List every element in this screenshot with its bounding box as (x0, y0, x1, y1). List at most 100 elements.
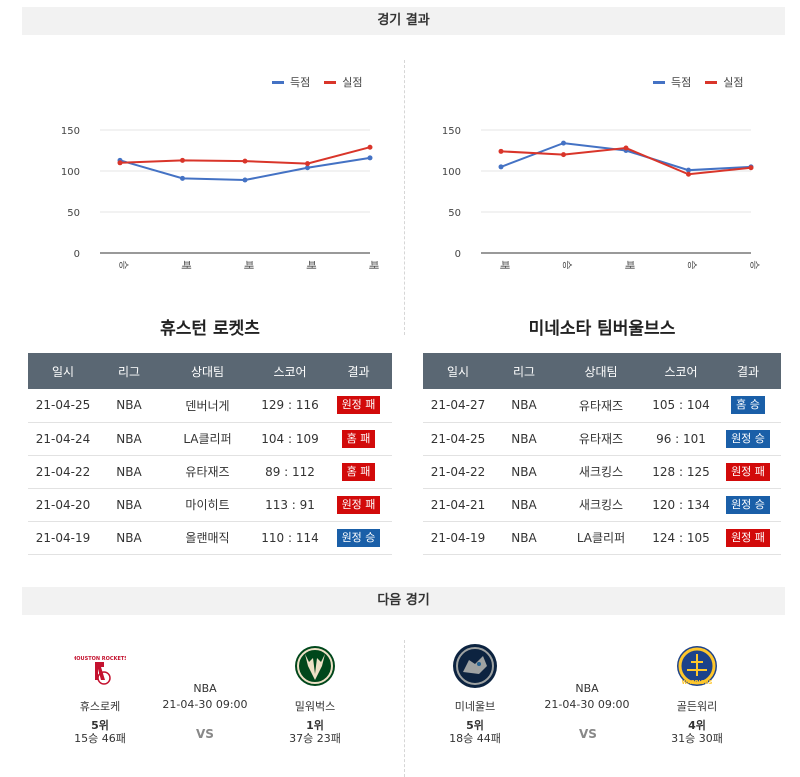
col-score: 스코어 (647, 353, 715, 389)
home-team-rank: 5위 (466, 719, 484, 732)
result-badge: 원정 승 (336, 528, 381, 547)
y-tick-label: 150 (61, 126, 80, 137)
away-team-rank: 1위 (306, 719, 324, 732)
chart-legend-left: 득점 실점 (272, 74, 363, 90)
legend-allowed: 실점 (705, 74, 744, 90)
next-game-2-info: NBA 21-04-30 09:00 (542, 682, 632, 711)
game-opponent: 새크킹스 (555, 455, 647, 489)
result-badge: 원정 패 (726, 528, 770, 547)
table-row: 21-04-20 NBA 마이히트 113 : 91 원정 패 (28, 488, 392, 522)
legend-scored-swatch (272, 80, 284, 84)
game-opponent: 올랜매직 (160, 521, 255, 555)
legend-scored: 득점 (653, 74, 691, 90)
next-game-2-home: 미네울브 5위 18승 44패 (430, 640, 520, 745)
game-date: 21-04-21 (423, 488, 493, 522)
next-game-2-away: WARRIORS 골든워리 4위 31승 30패 (652, 640, 742, 745)
game-league: NBA (493, 521, 555, 555)
next-section-title: 다음 경기 (22, 587, 785, 615)
x-tick-label: 패 (242, 260, 254, 269)
away-team-name: 골든워리 (676, 700, 718, 713)
legend-allowed-label: 실점 (723, 76, 744, 89)
game-score: 129 : 116 (255, 389, 325, 423)
allowed-point (242, 158, 248, 164)
scored-point (498, 164, 504, 170)
result-badge: 원정 승 (726, 495, 770, 514)
game-league: NBA (98, 488, 160, 522)
game-result: 원정 패 (715, 521, 781, 555)
minnesota-timberwolves-logo (449, 640, 501, 692)
next-game-league: NBA (193, 682, 217, 695)
game-date: 21-04-19 (423, 521, 493, 555)
next-game-datetime: 21-04-30 09:00 (544, 698, 630, 711)
result-badge: 홈 승 (731, 396, 765, 415)
team-title-minnesota: 미네소타 팀버울브스 (528, 319, 676, 339)
game-score: 113 : 91 (255, 488, 325, 522)
game-result: 원정 패 (715, 455, 781, 489)
x-tick-label: 패 (498, 260, 510, 269)
game-result: 홈 승 (715, 389, 781, 423)
game-date: 21-04-20 (28, 488, 98, 522)
allowed-point (367, 144, 373, 150)
game-league: NBA (493, 389, 555, 423)
table-row: 21-04-21 NBA 새크킹스 120 : 134 원정 승 (423, 488, 781, 522)
away-team-record: 31승 30패 (671, 732, 723, 745)
away-team-name: 밀워벅스 (294, 700, 336, 713)
col-league: 리그 (98, 353, 160, 389)
game-league: NBA (98, 422, 160, 456)
table-header-row: 일시 리그 상대팀 스코어 결과 (28, 353, 392, 389)
allowed-point (117, 160, 123, 166)
next-game-league: NBA (575, 682, 599, 695)
home-team-name: 미네울브 (454, 700, 496, 713)
table-row: 21-04-24 NBA LA클리퍼 104 : 109 홈 패 (28, 422, 392, 456)
game-league: NBA (493, 455, 555, 489)
allowed-point (623, 145, 629, 151)
x-tick-label: 패 (305, 260, 317, 269)
team-title-houston: 휴스턴 로켓츠 (160, 319, 260, 339)
game-league: NBA (98, 389, 160, 423)
allowed-point (305, 161, 310, 167)
scored-point (180, 175, 185, 181)
game-result: 홈 패 (325, 422, 392, 456)
game-league: NBA (493, 488, 555, 522)
game-league: NBA (493, 422, 555, 456)
results-section-title: 경기 결과 (22, 7, 785, 35)
game-score: 105 : 104 (647, 389, 715, 423)
col-result: 결과 (715, 353, 781, 389)
x-tick-label: 승 (561, 260, 573, 269)
next-divider (404, 640, 405, 777)
away-team-record: 37승 23패 (289, 732, 341, 745)
y-tick-label: 0 (74, 249, 80, 260)
x-tick-label: 패 (367, 260, 379, 269)
col-date: 일시 (28, 353, 98, 389)
legend-scored: 득점 (272, 74, 310, 90)
houston-recent-games-table: 일시 리그 상대팀 스코어 결과 21-04-25 NBA 덴버너게 129 : 11… (28, 353, 392, 555)
col-league: 리그 (493, 353, 555, 389)
x-tick-label: 패 (623, 260, 635, 269)
milwaukee-bucks-logo (289, 640, 341, 692)
home-team-record: 18승 44패 (449, 732, 501, 745)
game-opponent: 유타재즈 (160, 455, 255, 489)
table-row: 21-04-22 NBA 유타재즈 89 : 112 홈 패 (28, 455, 392, 489)
result-badge: 원정 패 (336, 495, 381, 514)
houston-rockets-logo: HOUSTON ROCKETS (72, 640, 128, 692)
y-tick-label: 100 (61, 167, 80, 178)
table-row: 21-04-27 NBA 유타재즈 105 : 104 홈 승 (423, 389, 781, 423)
legend-allowed: 실점 (324, 74, 363, 90)
game-result: 원정 승 (715, 422, 781, 456)
game-opponent: 마이히트 (160, 488, 255, 522)
golden-state-warriors-logo: WARRIORS (671, 640, 723, 692)
game-result: 원정 패 (325, 389, 392, 423)
game-score: 96 : 101 (647, 422, 715, 456)
game-league: NBA (98, 455, 160, 489)
game-opponent: 유타재즈 (555, 422, 647, 456)
vs-label: VS (579, 727, 597, 741)
col-result: 결과 (325, 353, 392, 389)
next-game-1-home: HOUSTON ROCKETS 휴스로케 5위 15승 46패 (55, 640, 145, 745)
allowed-point (498, 148, 504, 154)
minnesota-recent-games-table: 일시 리그 상대팀 스코어 결과 21-04-27 NBA 유타재즈 105 : 10… (423, 353, 781, 555)
scored-point (242, 177, 248, 183)
y-tick-label: 50 (67, 208, 80, 219)
home-team-record: 15승 46패 (74, 732, 126, 745)
game-opponent: 유타재즈 (555, 389, 647, 423)
scored-point (686, 167, 691, 173)
